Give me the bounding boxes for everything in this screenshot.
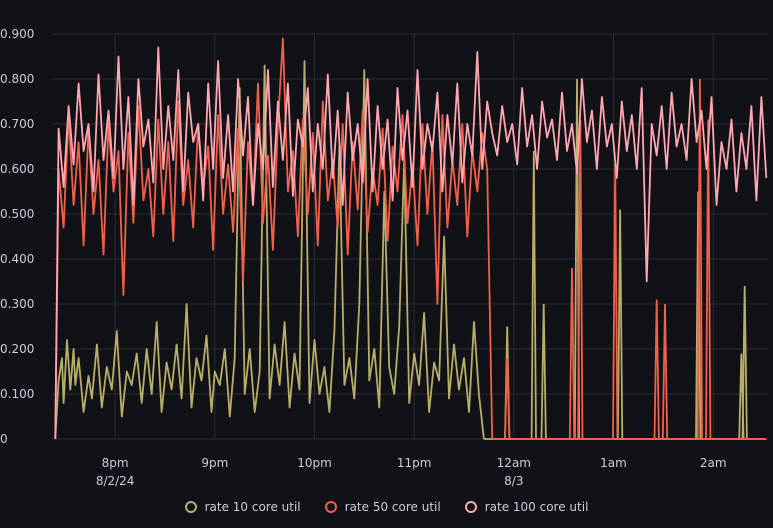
x-tick-label: 8pm [102,456,129,470]
legend-label-rate-100: rate 100 core util [484,500,589,514]
legend-item-rate-10[interactable]: rate 10 core util [184,500,301,514]
legend-swatch-rate-10 [184,501,197,513]
y-axis: 0 0.100 0.200 0.300 0.400 0.500 0.600 0.700 0.80… [0,27,34,446]
y-tick-label: 0.500 [0,207,34,221]
y-tick-label: 0.300 [0,297,34,311]
series-line-rate-100-core-util [54,46,768,440]
series-spike-rate-50-core-util [661,303,669,440]
series-spike-rate-50-core-util [504,357,511,440]
line-chart: 0 0.100 0.200 0.300 0.400 0.500 0.600 0.700 0.80… [0,27,768,488]
series-line-rate-10-core-util [54,60,485,440]
legend-label-rate-50: rate 50 core util [344,500,441,514]
y-tick-label: 0.800 [0,72,34,86]
x-axis: 8pm 8/2/24 9pm 10pm 11pm 12am 8/3 1am 2am [96,456,727,488]
y-tick-label: 0.600 [0,162,34,176]
x-tick-label: 2am [700,456,727,470]
x-tick-label: 1am [600,456,627,470]
legend-swatch-rate-50 [324,501,337,513]
series-spike-rate-50-core-util [568,267,576,440]
series-spike-rate-10-core-util [695,191,702,440]
series-spike-rate-50-core-util [577,119,584,440]
series-spike-rate-50-core-util [705,119,712,440]
legend-item-rate-100[interactable]: rate 100 core util [464,500,589,514]
x-tick-label: 9pm [201,456,228,470]
series-group [54,37,768,440]
legend: rate 10 core util rate 50 core util rate… [0,500,773,514]
y-tick-label: 0.400 [0,252,34,266]
series-spike-rate-10-core-util [617,209,624,440]
series-spike-rate-10-core-util [540,303,547,440]
y-tick-label: 0.700 [0,117,34,131]
x-tick-label: 11pm [397,456,432,470]
series-line-rate-50-core-util [54,37,494,440]
y-tick-label: 0.200 [0,342,34,356]
y-tick-label: 0.100 [0,387,34,401]
series-spike-rate-10-core-util [530,150,537,440]
series-spike-rate-50-core-util [696,78,703,440]
legend-item-rate-50[interactable]: rate 50 core util [324,500,441,514]
y-tick-label: 0.900 [0,27,34,41]
series-spike-rate-10-core-util [741,285,748,440]
legend-label-rate-10: rate 10 core util [204,500,301,514]
x-tick-label: 12am [497,456,531,470]
legend-swatch-rate-100 [464,501,477,513]
y-tick-label: 0 [0,432,8,446]
x-tick-date-label: 8/2/24 [96,474,135,488]
x-tick-date-label: 8/3 [504,474,523,488]
series-spike-rate-50-core-util [653,299,660,440]
x-tick-label: 10pm [297,456,332,470]
